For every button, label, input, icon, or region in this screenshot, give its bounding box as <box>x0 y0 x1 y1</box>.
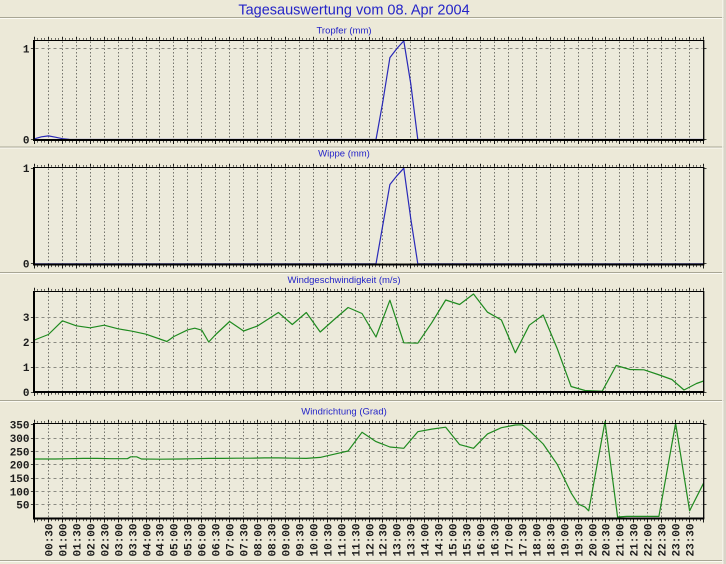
svg-text:06:30: 06:30 <box>212 523 224 556</box>
svg-text:18:00: 18:00 <box>533 523 545 556</box>
svg-text:04:00: 04:00 <box>143 523 155 556</box>
svg-text:3: 3 <box>23 313 30 325</box>
svg-text:14:00: 14:00 <box>421 523 433 556</box>
svg-text:100: 100 <box>10 487 30 499</box>
svg-text:1: 1 <box>23 363 30 375</box>
svg-text:05:30: 05:30 <box>184 523 196 556</box>
svg-text:17:00: 17:00 <box>505 523 517 556</box>
svg-text:14:30: 14:30 <box>435 523 447 556</box>
svg-text:0: 0 <box>23 135 30 147</box>
svg-text:07:00: 07:00 <box>226 523 238 556</box>
svg-text:23:30: 23:30 <box>686 523 698 556</box>
svg-text:04:30: 04:30 <box>156 523 168 556</box>
svg-text:02:30: 02:30 <box>101 523 113 556</box>
svg-text:22:00: 22:00 <box>644 523 656 556</box>
svg-text:350: 350 <box>10 421 30 433</box>
svg-text:05:00: 05:00 <box>170 523 182 556</box>
svg-text:21:30: 21:30 <box>630 523 642 556</box>
svg-text:15:00: 15:00 <box>449 523 461 556</box>
svg-text:13:30: 13:30 <box>407 523 419 556</box>
svg-text:06:00: 06:00 <box>198 523 210 556</box>
svg-text:11:00: 11:00 <box>338 523 350 556</box>
svg-text:17:30: 17:30 <box>519 523 531 556</box>
svg-text:20:30: 20:30 <box>602 523 614 556</box>
svg-text:09:00: 09:00 <box>282 523 294 556</box>
svg-text:08:30: 08:30 <box>268 523 280 556</box>
svg-text:Tagesauswertung vom 08. Apr 20: Tagesauswertung vom 08. Apr 2004 <box>238 3 469 19</box>
svg-text:10:00: 10:00 <box>310 523 322 556</box>
svg-text:13:00: 13:00 <box>393 523 405 556</box>
svg-text:16:00: 16:00 <box>477 523 489 556</box>
svg-text:07:30: 07:30 <box>240 523 252 556</box>
svg-text:1: 1 <box>23 164 30 176</box>
svg-text:1: 1 <box>23 44 30 56</box>
svg-text:03:00: 03:00 <box>115 523 127 556</box>
svg-text:12:00: 12:00 <box>366 523 378 556</box>
svg-text:Windgeschwindigkeit (m/s): Windgeschwindigkeit (m/s) <box>288 275 401 286</box>
svg-text:01:00: 01:00 <box>59 523 71 556</box>
svg-text:00:30: 00:30 <box>45 523 57 556</box>
svg-text:15:30: 15:30 <box>463 523 475 556</box>
svg-text:50: 50 <box>16 501 29 513</box>
svg-text:150: 150 <box>10 474 30 486</box>
svg-text:0: 0 <box>23 388 30 400</box>
svg-text:23:00: 23:00 <box>672 523 684 556</box>
svg-text:19:30: 19:30 <box>575 523 587 556</box>
svg-text:10:30: 10:30 <box>324 523 336 556</box>
svg-text:2: 2 <box>23 338 30 350</box>
svg-text:16:30: 16:30 <box>491 523 503 556</box>
svg-text:200: 200 <box>10 461 30 473</box>
svg-text:02:00: 02:00 <box>87 523 99 556</box>
svg-text:250: 250 <box>10 447 30 459</box>
svg-text:Tropfer (mm): Tropfer (mm) <box>316 26 371 37</box>
svg-text:18:30: 18:30 <box>547 523 559 556</box>
svg-text:Windrichtung (Grad): Windrichtung (Grad) <box>301 407 387 418</box>
svg-text:300: 300 <box>10 434 30 446</box>
svg-text:11:30: 11:30 <box>352 523 364 556</box>
svg-text:21:00: 21:00 <box>616 523 628 556</box>
svg-text:Wippe (mm): Wippe (mm) <box>318 149 370 160</box>
svg-text:08:00: 08:00 <box>254 523 266 556</box>
svg-text:20:00: 20:00 <box>589 523 601 556</box>
svg-text:19:00: 19:00 <box>561 523 573 556</box>
svg-text:22:30: 22:30 <box>658 523 670 556</box>
svg-text:03:30: 03:30 <box>129 523 141 556</box>
svg-text:12:30: 12:30 <box>379 523 391 556</box>
svg-text:0: 0 <box>23 260 30 272</box>
svg-text:09:30: 09:30 <box>296 523 308 556</box>
svg-text:01:30: 01:30 <box>73 523 85 556</box>
